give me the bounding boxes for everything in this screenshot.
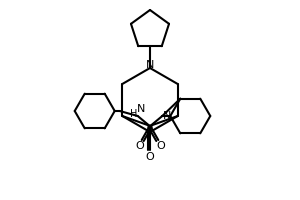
- Text: N: N: [136, 104, 145, 114]
- Text: N: N: [163, 111, 172, 121]
- Text: O: O: [156, 141, 165, 151]
- Text: H: H: [130, 109, 137, 119]
- Text: N: N: [146, 60, 154, 70]
- Text: O: O: [146, 152, 154, 162]
- Text: O: O: [135, 141, 144, 151]
